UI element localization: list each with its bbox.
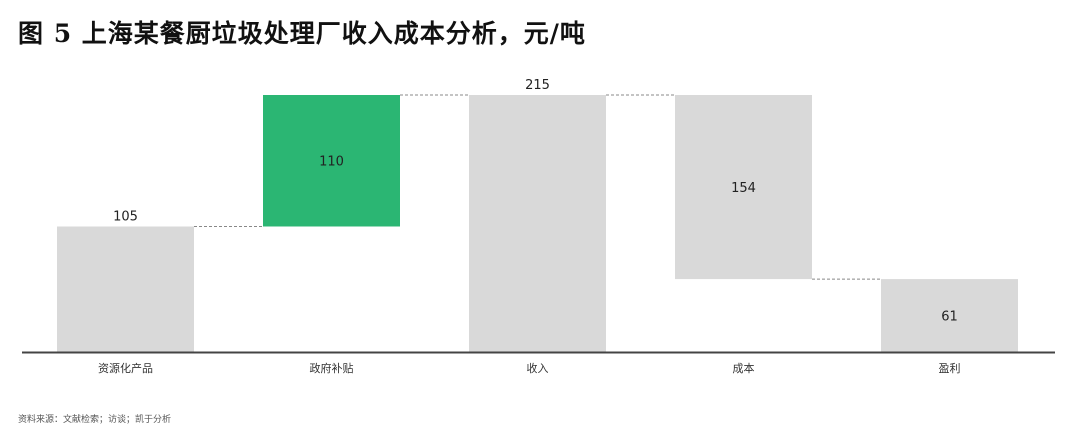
data-label-2: 110 (319, 155, 344, 170)
x-tick-label-1: 资源化产品 (98, 361, 153, 375)
x-tick-label-2: 政府补贴 (310, 361, 354, 375)
x-tick-label-3: 收入 (527, 361, 549, 375)
x-tick-label-4: 成本 (733, 361, 755, 375)
bar-2 (263, 95, 400, 227)
source-note: 资料来源：文献检索；访谈；凯于分析 (18, 415, 172, 425)
bar-3 (469, 95, 606, 352)
data-label-3: 215 (525, 78, 550, 93)
data-label-1: 105 (113, 209, 138, 224)
chart-title: 图 5 上海某餐厨垃圾处理厂收入成本分析，元/吨 (18, 19, 586, 48)
bar-1 (57, 226, 194, 352)
bar-5 (881, 279, 1018, 352)
x-tick-label-5: 盈利 (939, 362, 961, 375)
data-label-5: 61 (941, 310, 958, 325)
data-label-4: 154 (731, 181, 756, 196)
bar-4 (675, 95, 812, 280)
